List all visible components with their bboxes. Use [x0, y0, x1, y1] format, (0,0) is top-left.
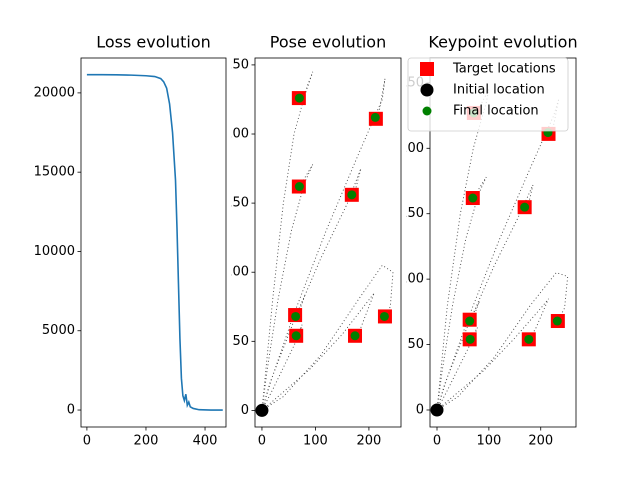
legend-label: Final location — [453, 104, 539, 119]
final-marker — [379, 311, 389, 321]
x-tick-label: 200 — [528, 434, 553, 449]
final-marker — [347, 190, 357, 200]
y-tick-labels: 0 50 100 150 200 250 — [224, 57, 249, 418]
y-tick-label: 20000 — [34, 85, 75, 100]
y-tick-label: 5000 — [42, 323, 75, 338]
final-marker — [350, 331, 360, 341]
y-tick-label: 0 — [241, 403, 249, 418]
x-tick-label: 200 — [134, 434, 159, 449]
y-tick-label: 150 — [224, 196, 249, 211]
plot-area — [430, 89, 569, 417]
final-marker — [524, 334, 534, 344]
y-tick-label: 250 — [224, 57, 249, 72]
x-tick-label: 0 — [83, 434, 91, 449]
y-tick-label: 50 — [407, 337, 424, 352]
chart-title: Pose evolution — [270, 33, 386, 52]
final-marker — [465, 316, 475, 326]
plot-area — [255, 71, 394, 417]
y-tick-label: 200 — [224, 127, 249, 142]
legend-marker — [422, 106, 432, 116]
final-marker — [294, 93, 304, 103]
legend: Target locations Initial location Final lo… — [407, 57, 569, 132]
plot-area — [86, 73, 223, 411]
line — [86, 73, 223, 411]
final-marker — [370, 112, 380, 122]
final-marker — [291, 331, 301, 341]
chart-title: Loss evolution — [96, 33, 211, 52]
axes-frame — [254, 57, 402, 428]
x-tick-label: 100 — [303, 434, 328, 449]
y-tick-label: 200 — [399, 141, 424, 156]
final-marker — [291, 311, 301, 321]
legend-label: Target locations — [452, 62, 556, 77]
initial-marker — [430, 403, 444, 417]
legend-label: Initial location — [453, 83, 545, 98]
initial-marker — [255, 403, 269, 417]
axes-frame — [80, 57, 227, 428]
y-tick-label: 10000 — [34, 244, 75, 259]
final-marker — [465, 334, 475, 344]
y-tick-label: 0 — [67, 403, 75, 418]
y-tick-label: 0 — [416, 402, 424, 417]
axes: Pose evolution 0 100 200 0 50 100 150 200 250 — [224, 33, 402, 449]
axes: Loss evolution 0 200 400 0 5000 10000 15000 2000… — [34, 33, 227, 449]
x-tick-label: 400 — [193, 434, 218, 449]
y-tick-labels: 0 5000 10000 15000 20000 — [34, 85, 75, 417]
y-tick-label: 150 — [399, 206, 424, 221]
final-marker — [294, 182, 304, 192]
x-tick-label: 100 — [476, 434, 501, 449]
x-tick-label: 0 — [258, 434, 266, 449]
y-tick-label: 50 — [232, 334, 249, 349]
chart-title: Keypoint evolution — [428, 33, 577, 52]
x-tick-label: 0 — [433, 434, 441, 449]
final-marker — [468, 193, 478, 203]
final-marker — [552, 316, 562, 326]
y-tick-label: 100 — [399, 272, 424, 287]
legend-marker — [420, 62, 434, 76]
y-tick-label: 100 — [224, 265, 249, 280]
final-marker — [520, 202, 530, 212]
legend-marker — [420, 83, 434, 97]
x-tick-label: 200 — [356, 434, 381, 449]
y-tick-label: 15000 — [34, 165, 75, 180]
legend-box — [407, 57, 569, 132]
